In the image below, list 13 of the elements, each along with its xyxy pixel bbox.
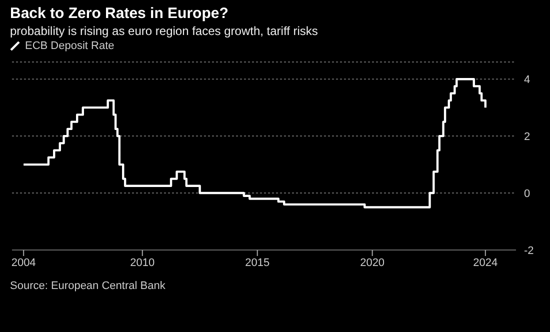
source-note: Source: European Central Bank	[9, 279, 166, 292]
x-tick-label: 2020	[360, 256, 385, 269]
y-tick-label: 0	[524, 188, 530, 200]
chart-subtitle: probability is rising as euro region faces growth, tariff risks	[9, 23, 319, 38]
y-tick-label: 4	[524, 74, 530, 86]
x-tick-label: 2015	[245, 256, 270, 269]
chart-title: Back to Zero Rates in Europe?	[9, 4, 230, 22]
x-tick-label: 2024	[473, 256, 498, 269]
y-tick-label: -2	[524, 244, 534, 257]
legend-label: ECB Deposit Rate	[24, 40, 114, 52]
x-tick-label: 2004	[11, 256, 36, 269]
y-tick-label: 2	[524, 130, 530, 143]
x-tick-label: 2010	[130, 256, 155, 269]
